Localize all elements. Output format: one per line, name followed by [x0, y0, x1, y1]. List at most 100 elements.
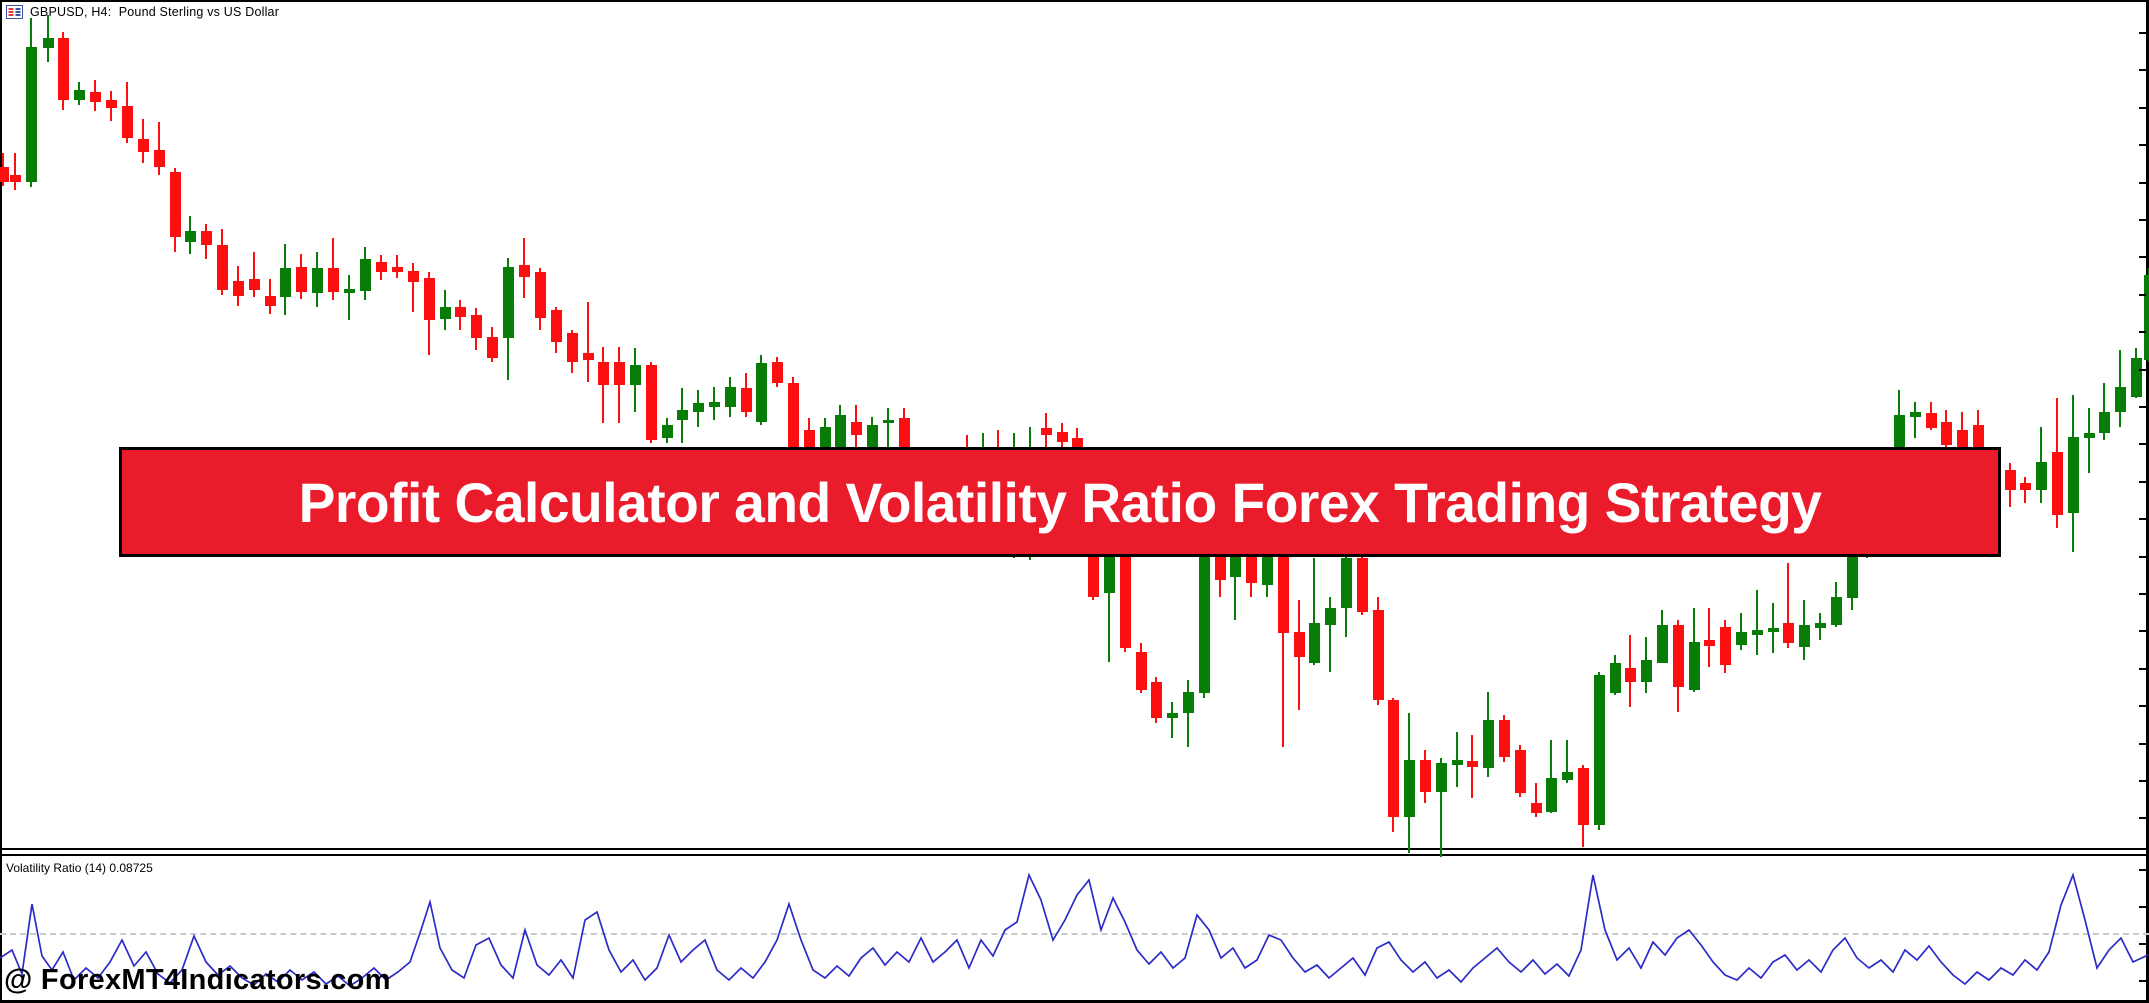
candle-body — [899, 418, 910, 470]
candle-body — [567, 333, 578, 362]
axis-tick — [2139, 556, 2146, 558]
candle-body — [1357, 558, 1368, 612]
candle-body — [1799, 625, 1810, 647]
candle-wick — [1171, 702, 1173, 738]
candle-body — [408, 271, 419, 282]
candle-body — [1041, 428, 1052, 435]
candle-body — [1736, 632, 1747, 645]
candle-wick — [2024, 477, 2026, 503]
candle-body — [2144, 275, 2149, 360]
candle-body — [1610, 663, 1621, 693]
candle-body — [835, 415, 846, 465]
axis-tick — [2139, 219, 2146, 221]
candle-body — [217, 245, 228, 290]
candle-body — [1752, 630, 1763, 635]
candle-body — [185, 231, 196, 242]
indicator-level-line — [0, 933, 2149, 935]
candle-body — [1309, 623, 1320, 663]
candle-body — [1768, 628, 1779, 632]
price-axis-line — [2146, 0, 2149, 1003]
candle-body — [74, 90, 85, 100]
candle-body — [0, 167, 9, 182]
candle-body — [1436, 763, 1447, 792]
candle-wick — [1787, 563, 1789, 648]
candle-body — [614, 362, 625, 385]
candle-body — [1483, 720, 1494, 768]
main-chart-bottom-border — [0, 848, 2149, 850]
candle-wick — [1535, 783, 1537, 817]
candle-body — [2099, 412, 2110, 433]
candle-body — [1167, 713, 1178, 718]
candle-body — [1957, 430, 1968, 460]
candle-body — [2131, 358, 2142, 397]
axis-tick — [2139, 780, 2146, 782]
candle-body — [154, 150, 165, 167]
candle-wick — [887, 408, 889, 447]
candle-body — [662, 425, 673, 438]
candle-wick — [1550, 740, 1552, 813]
axis-tick — [2139, 817, 2146, 819]
axis-tick — [2139, 107, 2146, 109]
candle-body — [1594, 675, 1605, 825]
candle-body — [709, 402, 720, 407]
candle-body — [1452, 760, 1463, 765]
candle-body — [1057, 432, 1068, 442]
candle-body — [2020, 483, 2031, 490]
candle-body — [90, 92, 101, 102]
candle-body — [535, 272, 546, 318]
candle-wick — [1329, 597, 1331, 672]
candle-body — [756, 363, 767, 422]
candle-body — [122, 106, 133, 138]
candle-body — [583, 353, 594, 360]
axis-tick — [2139, 182, 2146, 184]
chart-title-bar: GBPUSD, H4: Pound Sterling vs US Dollar — [6, 4, 279, 20]
candle-body — [1641, 660, 1652, 682]
candle-body — [43, 38, 54, 48]
strategy-banner-text: Profit Calculator and Volatility Ratio F… — [298, 470, 1822, 534]
candle-wick — [1456, 732, 1458, 787]
candle-body — [598, 362, 609, 385]
candle-body — [551, 310, 562, 342]
volatility-ratio-line — [0, 872, 2149, 988]
axis-tick — [2139, 443, 2146, 445]
candle-body — [1926, 413, 1937, 428]
axis-tick — [2139, 69, 2146, 71]
window-border-bottom — [0, 1000, 2149, 1003]
candle-body — [1531, 803, 1542, 813]
candle-wick — [396, 255, 398, 278]
axis-tick — [2139, 481, 2146, 483]
candle-wick — [2103, 383, 2105, 440]
candle-body — [1373, 610, 1384, 700]
candle-body — [487, 337, 498, 358]
candle-body — [1941, 422, 1952, 445]
candle-body — [693, 403, 704, 412]
candle-body — [646, 365, 657, 440]
axis-tick — [2139, 256, 2146, 258]
candle-body — [1294, 632, 1305, 657]
candle-body — [1562, 772, 1573, 780]
candle-body — [26, 47, 37, 182]
candle-body — [424, 278, 435, 320]
axis-tick — [2139, 668, 2146, 670]
candle-wick — [1740, 613, 1742, 650]
candle-body — [392, 267, 403, 272]
candle-body — [1973, 425, 1984, 460]
candle-body — [249, 279, 260, 290]
candle-body — [2005, 470, 2016, 490]
axis-tick — [2139, 743, 2146, 745]
axis-tick — [2139, 406, 2146, 408]
candle-wick — [253, 252, 255, 297]
window-border-left — [0, 0, 2, 1003]
candle-body — [1625, 668, 1636, 682]
candle-wick — [1756, 590, 1758, 655]
axis-tick — [2139, 593, 2146, 595]
candle-wick — [348, 275, 350, 320]
candle-body — [883, 420, 894, 423]
candle-wick — [1708, 608, 1710, 667]
candle-wick — [14, 153, 16, 190]
indicator-panel[interactable]: Volatility Ratio (14) 0.08725 @ ForexMT4… — [0, 855, 2149, 1003]
main-chart-canvas[interactable] — [0, 0, 2149, 857]
axis-tick — [2139, 869, 2146, 871]
axis-tick — [2139, 705, 2146, 707]
